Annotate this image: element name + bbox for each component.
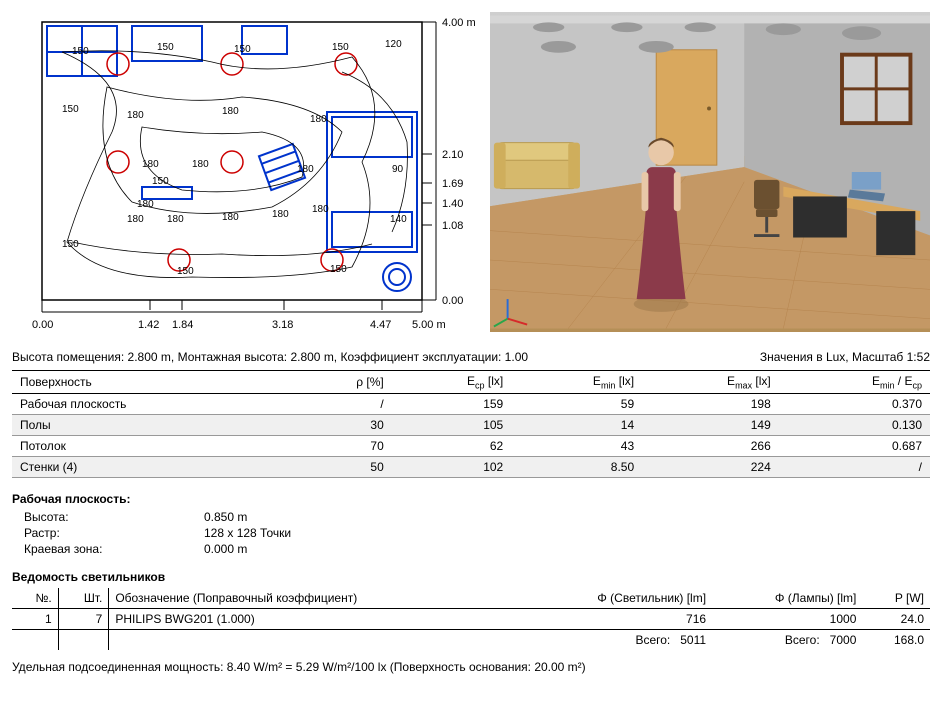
svg-text:3.18: 3.18 [272, 319, 293, 331]
svg-text:180: 180 [167, 214, 184, 225]
svg-text:180: 180 [272, 209, 289, 220]
svg-text:90: 90 [392, 164, 404, 175]
luminaire-list-title: Ведомость светильников [12, 570, 930, 584]
svg-text:180: 180 [310, 114, 327, 125]
table-row: Рабочая плоскость/159591980.370 [12, 394, 930, 415]
totals-row: Всего: 5011Всего: 7000168.0 [12, 630, 930, 651]
surfaces-header: Emax [lx] [642, 371, 779, 394]
svg-text:1.42: 1.42 [138, 319, 159, 331]
svg-text:4.47: 4.47 [370, 319, 391, 331]
svg-text:180: 180 [137, 199, 154, 210]
svg-text:180: 180 [297, 164, 314, 175]
svg-text:5.00 m: 5.00 m [412, 319, 446, 331]
svg-text:1.84: 1.84 [172, 319, 193, 331]
isolines-plan: 150 150 150 150 120 150 180 180 180 180 … [12, 12, 482, 342]
surfaces-header: Eср [lx] [392, 371, 511, 394]
svg-text:150: 150 [330, 264, 347, 275]
svg-text:2.10: 2.10 [442, 149, 463, 161]
scale-text: Значения в Lux, Масштаб 1:52 [760, 350, 930, 364]
svg-text:4.00 m: 4.00 m [442, 17, 476, 29]
svg-text:150: 150 [72, 46, 89, 57]
luminaires-header: №. [12, 588, 58, 609]
svg-text:1.40: 1.40 [442, 198, 463, 210]
svg-text:150: 150 [234, 44, 251, 55]
svg-text:180: 180 [222, 106, 239, 117]
svg-text:150: 150 [177, 266, 194, 277]
svg-text:140: 140 [390, 214, 407, 225]
svg-text:0.00: 0.00 [32, 319, 53, 331]
luminaires-header: Φ (Светильник) [lm] [518, 588, 712, 609]
surfaces-header: Emin [lx] [511, 371, 642, 394]
surfaces-header: Поверхность [12, 371, 292, 394]
svg-text:180: 180 [142, 159, 159, 170]
svg-text:180: 180 [127, 214, 144, 225]
svg-text:180: 180 [127, 110, 144, 121]
room-info-line: Высота помещения: 2.800 m, Монтажная выс… [12, 350, 930, 364]
luminaires-header: Φ (Лампы) [lm] [712, 588, 862, 609]
svg-text:150: 150 [62, 239, 79, 250]
svg-text:180: 180 [222, 212, 239, 223]
power-footer: Удельная подсоединенная мощность: 8.40 W… [12, 660, 930, 674]
luminaires-header: Обозначение (Поправочный коэффициент) [109, 588, 518, 609]
luminaires-header: P [W] [862, 588, 930, 609]
table-row: Полы30105141490.130 [12, 415, 930, 436]
room-params-text: Высота помещения: 2.800 m, Монтажная выс… [12, 350, 528, 364]
surfaces-header: ρ [%] [292, 371, 392, 394]
luminaires-header: Шт. [58, 588, 109, 609]
luminaires-table: №.Шт.Обозначение (Поправочный коэффициен… [12, 588, 930, 650]
workplane-params: Высота:0.850 mРастр:128 x 128 ТочкиКраев… [24, 510, 930, 556]
workplane-title: Рабочая плоскость: [12, 492, 930, 506]
table-row: 17PHILIPS BWG201 (1.000)716100024.0 [12, 609, 930, 630]
svg-text:180: 180 [312, 204, 329, 215]
svg-text:150: 150 [62, 104, 79, 115]
svg-text:120: 120 [385, 39, 402, 50]
table-row: Стенки (4)501028.50224/ [12, 457, 930, 478]
svg-text:1.69: 1.69 [442, 178, 463, 190]
room-3d-render [490, 12, 930, 332]
svg-text:150: 150 [157, 42, 174, 53]
surfaces-table: Поверхностьρ [%]Eср [lx]Emin [lx]Emax [l… [12, 370, 930, 478]
svg-text:180: 180 [192, 159, 209, 170]
svg-text:150: 150 [332, 42, 349, 53]
table-row: Потолок7062432660.687 [12, 436, 930, 457]
svg-text:150: 150 [152, 176, 169, 187]
svg-text:1.08: 1.08 [442, 220, 463, 232]
svg-text:0.00: 0.00 [442, 295, 463, 307]
surfaces-header: Emin / Eср [779, 371, 930, 394]
